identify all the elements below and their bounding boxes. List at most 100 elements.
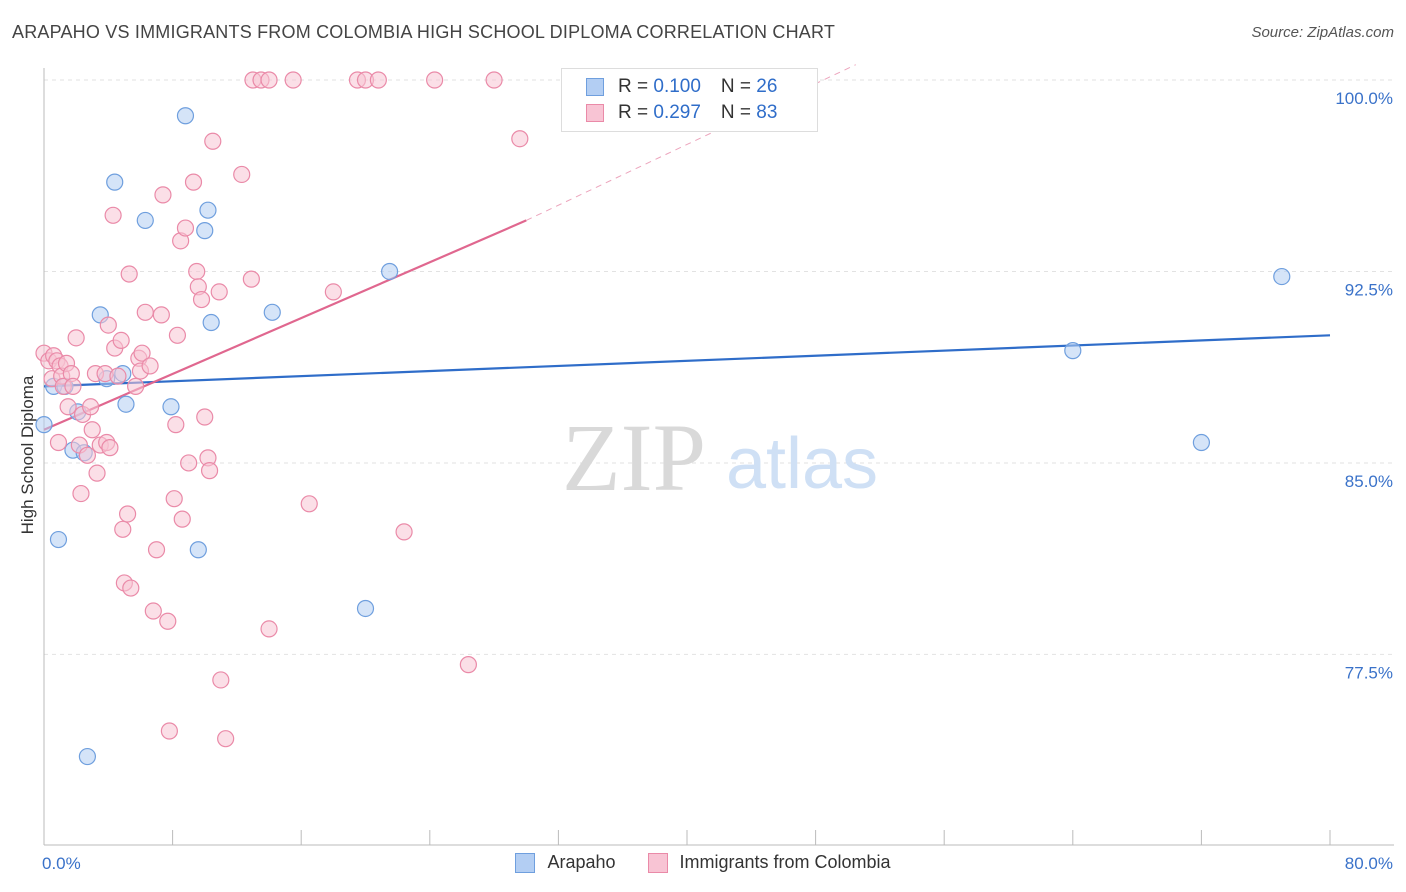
point-colombia [99,316,117,334]
watermark: ZIP atlas [562,404,878,511]
legend-swatch-pink [586,104,604,122]
point-colombia [136,303,154,321]
point-colombia [167,416,185,434]
point-arapaho [176,107,195,125]
legend-swatch-arapaho [515,852,536,873]
trend-extension-colombia [526,64,857,221]
point-colombia [67,329,85,347]
point-arapaho [196,222,214,240]
point-colombia [300,495,318,513]
point-colombia [184,173,203,191]
point-colombia [511,130,529,148]
legend-label-arapaho: Arapaho [547,852,616,872]
legend-n-value: 26 [756,76,778,97]
legend-r-value: 0.297 [653,102,701,123]
x-tick-label: 80.0% [1345,854,1393,873]
point-colombia [141,357,159,375]
source-label: Source: ZipAtlas.com [1251,24,1394,41]
point-colombia [188,262,206,281]
point-colombia [104,206,122,224]
point-colombia [59,398,77,416]
point-colombia [200,462,219,480]
point-arapaho [381,262,399,281]
legend-r-label: R = [618,76,654,97]
point-arapaho [356,599,375,618]
point-colombia [147,541,166,559]
y-tick-label: 85.0% [1345,472,1393,491]
series-legend: Arapaho Immigrants from Colombia [0,852,1406,873]
point-colombia [260,71,278,89]
point-colombia [369,71,387,89]
legend-row-colombia: R = 0.297 N = 83 [586,101,777,125]
point-colombia [101,439,119,457]
point-arapaho [49,530,68,549]
point-arapaho [162,398,180,416]
point-colombia [324,283,342,301]
y-tick-label: 100.0% [1335,89,1393,108]
legend-n-label: N = [720,102,757,123]
trend-line-colombia [43,219,527,431]
point-colombia [120,265,138,283]
point-colombia [127,377,145,395]
point-colombia [217,730,235,748]
point-colombia [114,520,132,538]
point-colombia [284,71,302,89]
point-arapaho [199,201,217,219]
point-colombia [204,132,222,150]
point-colombia [242,270,260,288]
legend-swatch-blue [586,78,604,96]
point-arapaho [1064,342,1082,360]
point-colombia [152,306,170,324]
point-colombia [144,602,162,620]
point-colombia [109,367,127,385]
point-colombia [154,186,172,204]
point-colombia [159,612,177,630]
point-colombia [168,326,187,344]
point-arapaho [78,747,97,766]
point-colombia [210,283,228,301]
point-arapaho [35,416,53,434]
legend-label-colombia: Immigrants from Colombia [679,852,891,872]
legend-r-value: 0.100 [653,76,701,97]
legend-item-arapaho[interactable]: Arapaho [515,852,616,873]
legend-item-colombia[interactable]: Immigrants from Colombia [647,852,891,873]
trend-lines [43,64,1331,431]
point-arapaho [106,173,124,191]
point-colombia [78,446,97,464]
point-colombia [122,579,140,597]
point-colombia [260,620,278,638]
data-points [35,71,1291,766]
point-colombia [72,484,90,503]
y-tick-label: 77.5% [1345,663,1393,682]
stats-legend: R = 0.100 N = 26 R = 0.297 N = 83 [561,68,818,132]
trend-line-arapaho [43,334,1331,388]
point-colombia [165,490,183,508]
point-colombia [233,165,251,184]
point-arapaho [202,313,220,332]
point-colombia [133,344,151,362]
point-colombia [173,510,191,528]
legend-row-arapaho: R = 0.100 N = 26 [586,75,777,99]
point-colombia [112,331,130,350]
point-colombia [82,398,100,416]
y-tick-label: 92.5% [1345,280,1393,299]
point-colombia [459,656,477,674]
point-colombia [180,454,198,472]
point-arapaho [136,211,154,230]
point-colombia [64,377,82,395]
point-arapaho [117,395,135,413]
x-tick-label: 0.0% [42,854,81,873]
point-colombia [212,671,230,689]
point-colombia [426,71,444,89]
point-colombia [160,722,178,740]
legend-r-label: R = [618,102,654,123]
tick-labels: 77.5% 85.0% 92.5% 100.0% 0.0% 80.0% [42,89,1393,873]
point-colombia [88,464,106,482]
point-arapaho [1273,267,1291,286]
point-arapaho [263,303,281,321]
point-colombia [176,219,195,237]
point-colombia [118,505,137,523]
axes [43,68,1394,846]
legend-swatch-colombia [647,852,668,873]
